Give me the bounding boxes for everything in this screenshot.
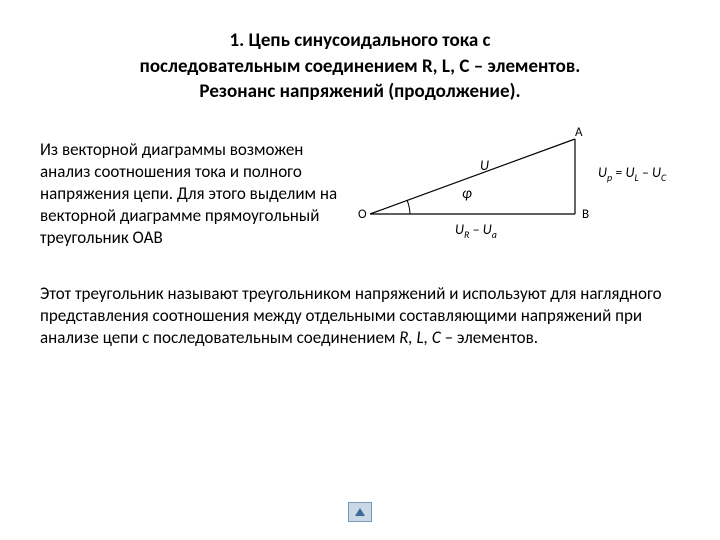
angle-phi-label: φ bbox=[462, 185, 472, 203]
paragraph-2: Этот треугольник называют треугольником … bbox=[40, 283, 680, 349]
angle-arc bbox=[407, 200, 410, 214]
para2-text-a: Этот треугольник называют треугольником … bbox=[40, 283, 662, 348]
voltage-triangle-diagram: O A B U φ UR – Ua Up = UL – UC bbox=[350, 129, 680, 259]
para2-text-b: – элементов. bbox=[441, 327, 538, 348]
title-line-3: Резонанс напряжений (продолжение). bbox=[199, 80, 520, 103]
vertex-o-label: O bbox=[358, 207, 367, 222]
base-label: UR – Ua bbox=[455, 221, 497, 241]
content-row: Из векторной диаграммы возможен анализ с… bbox=[40, 129, 680, 259]
vertex-a-label: A bbox=[575, 125, 583, 140]
vertex-b-label: B bbox=[582, 207, 589, 222]
triangle-svg bbox=[350, 129, 680, 259]
title-line-2: последовательным соединением R, L, C – э… bbox=[140, 55, 581, 78]
nav-up-button[interactable] bbox=[348, 502, 372, 522]
triangle-hypotenuse bbox=[370, 139, 575, 214]
right-side-label: Up = UL – UC bbox=[598, 164, 666, 184]
para2-italic: R, L, C bbox=[399, 327, 441, 348]
hypotenuse-u-label: U bbox=[480, 157, 489, 174]
page-title: 1. Цепь синусоидального тока с последова… bbox=[40, 28, 680, 105]
title-line-1: 1. Цепь синусоидального тока с bbox=[229, 29, 490, 52]
arrow-up-icon bbox=[355, 508, 365, 516]
paragraph-1: Из векторной диаграммы возможен анализ с… bbox=[40, 139, 340, 249]
